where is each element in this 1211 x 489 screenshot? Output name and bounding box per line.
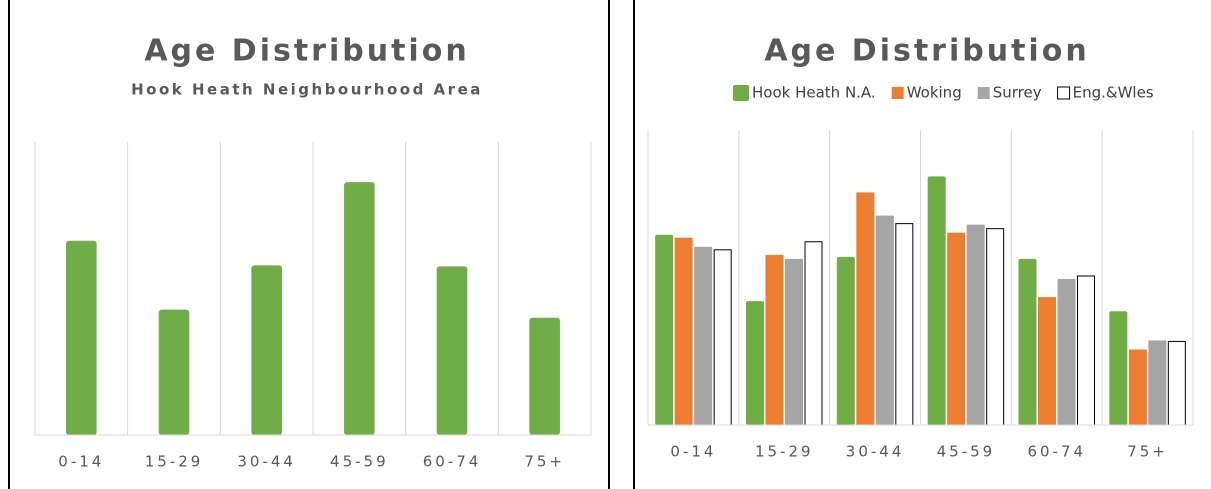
bar xyxy=(1038,297,1056,425)
x-tick-label: 75+ xyxy=(524,453,565,471)
legend-swatch xyxy=(1057,86,1071,100)
bar xyxy=(529,317,560,435)
bar xyxy=(765,254,784,425)
bar xyxy=(344,182,375,435)
bar xyxy=(875,215,894,425)
bar xyxy=(713,249,732,426)
x-tick-label: 15-29 xyxy=(755,443,814,461)
bar xyxy=(1109,311,1128,425)
bar xyxy=(674,237,693,425)
x-tick-label: 30-44 xyxy=(237,453,296,471)
bar xyxy=(1167,340,1186,426)
x-tick-label: 45-59 xyxy=(937,443,996,461)
bar xyxy=(785,258,803,425)
chart-subtitle: Hook Heath Neighbourhood Area xyxy=(131,81,483,99)
bar xyxy=(158,309,190,435)
legend-label: Surrey xyxy=(993,84,1042,102)
legend-swatch xyxy=(891,87,904,99)
bar xyxy=(927,176,946,425)
bar xyxy=(966,224,985,425)
bar xyxy=(436,266,468,435)
bar xyxy=(66,240,97,435)
bar xyxy=(895,223,914,426)
bar xyxy=(746,301,764,425)
bar xyxy=(856,192,875,425)
legend-label: Hook Heath N.A. xyxy=(752,84,876,102)
bar xyxy=(1148,340,1167,425)
bar xyxy=(1018,258,1037,425)
bar xyxy=(1077,275,1095,426)
bar xyxy=(251,265,282,435)
bar xyxy=(986,228,1005,426)
chart-title: Age Distribution xyxy=(144,34,469,69)
legend-label: Woking xyxy=(907,84,962,102)
panel-frame xyxy=(8,0,610,489)
legend-label: Eng.&Wles xyxy=(1073,84,1154,102)
legend-swatch xyxy=(977,87,990,99)
x-tick-label: 30-44 xyxy=(846,443,905,461)
bar xyxy=(804,241,823,426)
bar xyxy=(694,246,713,425)
x-tick-label: 0-14 xyxy=(58,453,104,471)
x-tick-label: 75+ xyxy=(1127,443,1168,461)
x-tick-label: 15-29 xyxy=(145,453,204,471)
x-tick-label: 60-74 xyxy=(423,453,482,471)
legend-swatch xyxy=(733,85,749,101)
x-tick-label: 45-59 xyxy=(330,453,389,471)
x-tick-label: 0-14 xyxy=(670,443,716,461)
bar xyxy=(947,232,966,425)
bar xyxy=(1057,279,1076,425)
bar xyxy=(655,234,674,425)
x-tick-label: 60-74 xyxy=(1027,443,1086,461)
bar xyxy=(1128,349,1147,425)
bar xyxy=(836,256,855,425)
panel-frame xyxy=(633,0,635,489)
chart-title: Age Distribution xyxy=(764,34,1089,69)
